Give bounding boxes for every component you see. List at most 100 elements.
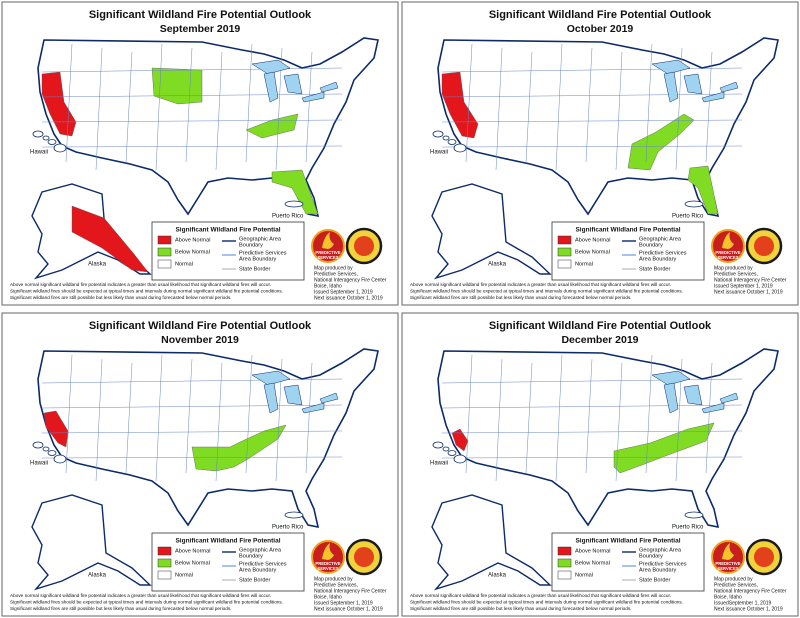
- legend-label: Above Normal: [575, 548, 610, 554]
- state-border: [615, 51, 623, 171]
- footnote: Above normal significant wildland fire p…: [410, 593, 671, 598]
- hawaii-island: [442, 446, 450, 452]
- logo-text: SERVICES: [317, 566, 338, 571]
- legend-label: Area Boundary: [639, 567, 677, 573]
- state-border: [41, 430, 343, 434]
- legend-label: Geographic Area: [239, 236, 282, 242]
- legend-label: State Border: [639, 266, 671, 272]
- legend-swatch: [157, 570, 172, 580]
- place-label: Hawaii: [30, 461, 48, 467]
- hawaii-island: [53, 143, 67, 153]
- place-label: Puerto Rico: [672, 525, 704, 531]
- place-label: Hawaii: [430, 461, 448, 467]
- logo-flame: [322, 543, 334, 560]
- credit-line: Map produced by: [714, 576, 753, 582]
- credit-line: National Interagency Fire Center: [714, 277, 787, 283]
- state-border: [185, 47, 193, 163]
- logo-flame: [722, 543, 734, 560]
- outlook-area: [41, 71, 77, 137]
- outlook-area: [627, 113, 695, 171]
- legend-box: [551, 532, 705, 592]
- legend-label: Area Boundary: [239, 567, 277, 573]
- great-lake: [701, 91, 725, 103]
- legend-swatch: [157, 259, 172, 269]
- hawaii-island: [47, 450, 57, 456]
- state-border: [585, 358, 593, 474]
- place-label: Hawaii: [30, 150, 48, 156]
- credit-line: Map produced by: [714, 265, 753, 271]
- legend-label: Below Normal: [175, 249, 210, 255]
- credit-line: Next issuance October 1, 2019: [314, 606, 383, 612]
- puerto-rico: [684, 200, 704, 208]
- outlook-area: [441, 71, 479, 139]
- state-border: [645, 43, 653, 163]
- alaska-outline: [31, 494, 152, 591]
- footnote: Above normal significant wildland fire p…: [410, 282, 671, 287]
- hawaii-island: [442, 135, 450, 141]
- outlook-area: [71, 205, 149, 273]
- state-border: [65, 354, 73, 474]
- credit-line: Boise, Idaho: [314, 283, 342, 289]
- legend-swatch: [157, 558, 172, 568]
- outlook-area: [245, 113, 299, 139]
- great-lake: [263, 71, 279, 103]
- great-lake: [263, 382, 279, 414]
- state-border: [155, 43, 163, 171]
- legend-label: Predictive Services: [239, 250, 287, 256]
- puerto-rico: [684, 511, 704, 519]
- credit-line: Boise, Idaho: [714, 594, 742, 600]
- place-label: Puerto Rico: [272, 525, 304, 531]
- legend-label: Normal: [175, 572, 193, 578]
- great-lake: [251, 59, 291, 75]
- footnote: Above normal significant wildland fire p…: [10, 593, 271, 598]
- legend-title: Significant Wildland Fire Potential: [575, 227, 680, 234]
- footnote: Significant wildland fires should be exp…: [10, 600, 283, 605]
- state-border: [615, 362, 623, 482]
- legend-label: Geographic Area: [639, 236, 682, 242]
- legend-box: [551, 221, 705, 281]
- outlook-area: [451, 428, 469, 452]
- great-lake: [701, 402, 725, 414]
- legend-swatch: [557, 247, 572, 257]
- logo-nifc-inner: [354, 547, 374, 567]
- credit-line: Map produced by: [314, 576, 353, 582]
- state-border: [215, 362, 223, 482]
- great-lake: [719, 81, 739, 93]
- legend-label: Below Normal: [175, 560, 210, 566]
- logo-text: PREDICTIVE: [315, 561, 340, 566]
- legend-swatch: [157, 247, 172, 257]
- panel-month: November 2019: [161, 334, 239, 346]
- credit-line: Predictive Services,: [714, 582, 758, 588]
- state-border: [441, 119, 743, 123]
- great-lake: [301, 91, 325, 103]
- state-border: [125, 51, 133, 163]
- footnote: Significant wildland fires are still pos…: [10, 295, 231, 300]
- state-border: [245, 43, 253, 163]
- hawaii-island: [447, 139, 457, 145]
- legend-label: Normal: [575, 572, 593, 578]
- alaska-outline: [431, 494, 552, 591]
- legend-title: Significant Wildland Fire Potential: [575, 538, 680, 545]
- state-border: [95, 358, 103, 482]
- great-lake: [683, 384, 703, 406]
- state-border: [41, 456, 343, 459]
- state-border: [155, 354, 163, 482]
- state-border: [705, 362, 713, 474]
- legend-label: Above Normal: [175, 548, 210, 554]
- state-border: [305, 51, 313, 163]
- hawaii-island: [447, 450, 457, 456]
- state-border: [441, 378, 743, 384]
- legend-swatch: [557, 546, 572, 556]
- outlook-area: [43, 410, 69, 448]
- state-border: [465, 43, 473, 163]
- footnote: Significant wildland fires are still pos…: [410, 606, 631, 611]
- hawaii-island: [453, 454, 467, 464]
- panel-title: Significant Wildland Fire Potential Outl…: [89, 9, 312, 21]
- panel-title: Significant Wildland Fire Potential Outl…: [89, 320, 312, 332]
- credit-line: Issued September 1, 2019: [314, 600, 373, 606]
- great-lake: [283, 73, 303, 95]
- state-border: [41, 119, 343, 123]
- outlook-area: [687, 165, 719, 215]
- credit-line: National Interagency Fire Center: [314, 277, 387, 283]
